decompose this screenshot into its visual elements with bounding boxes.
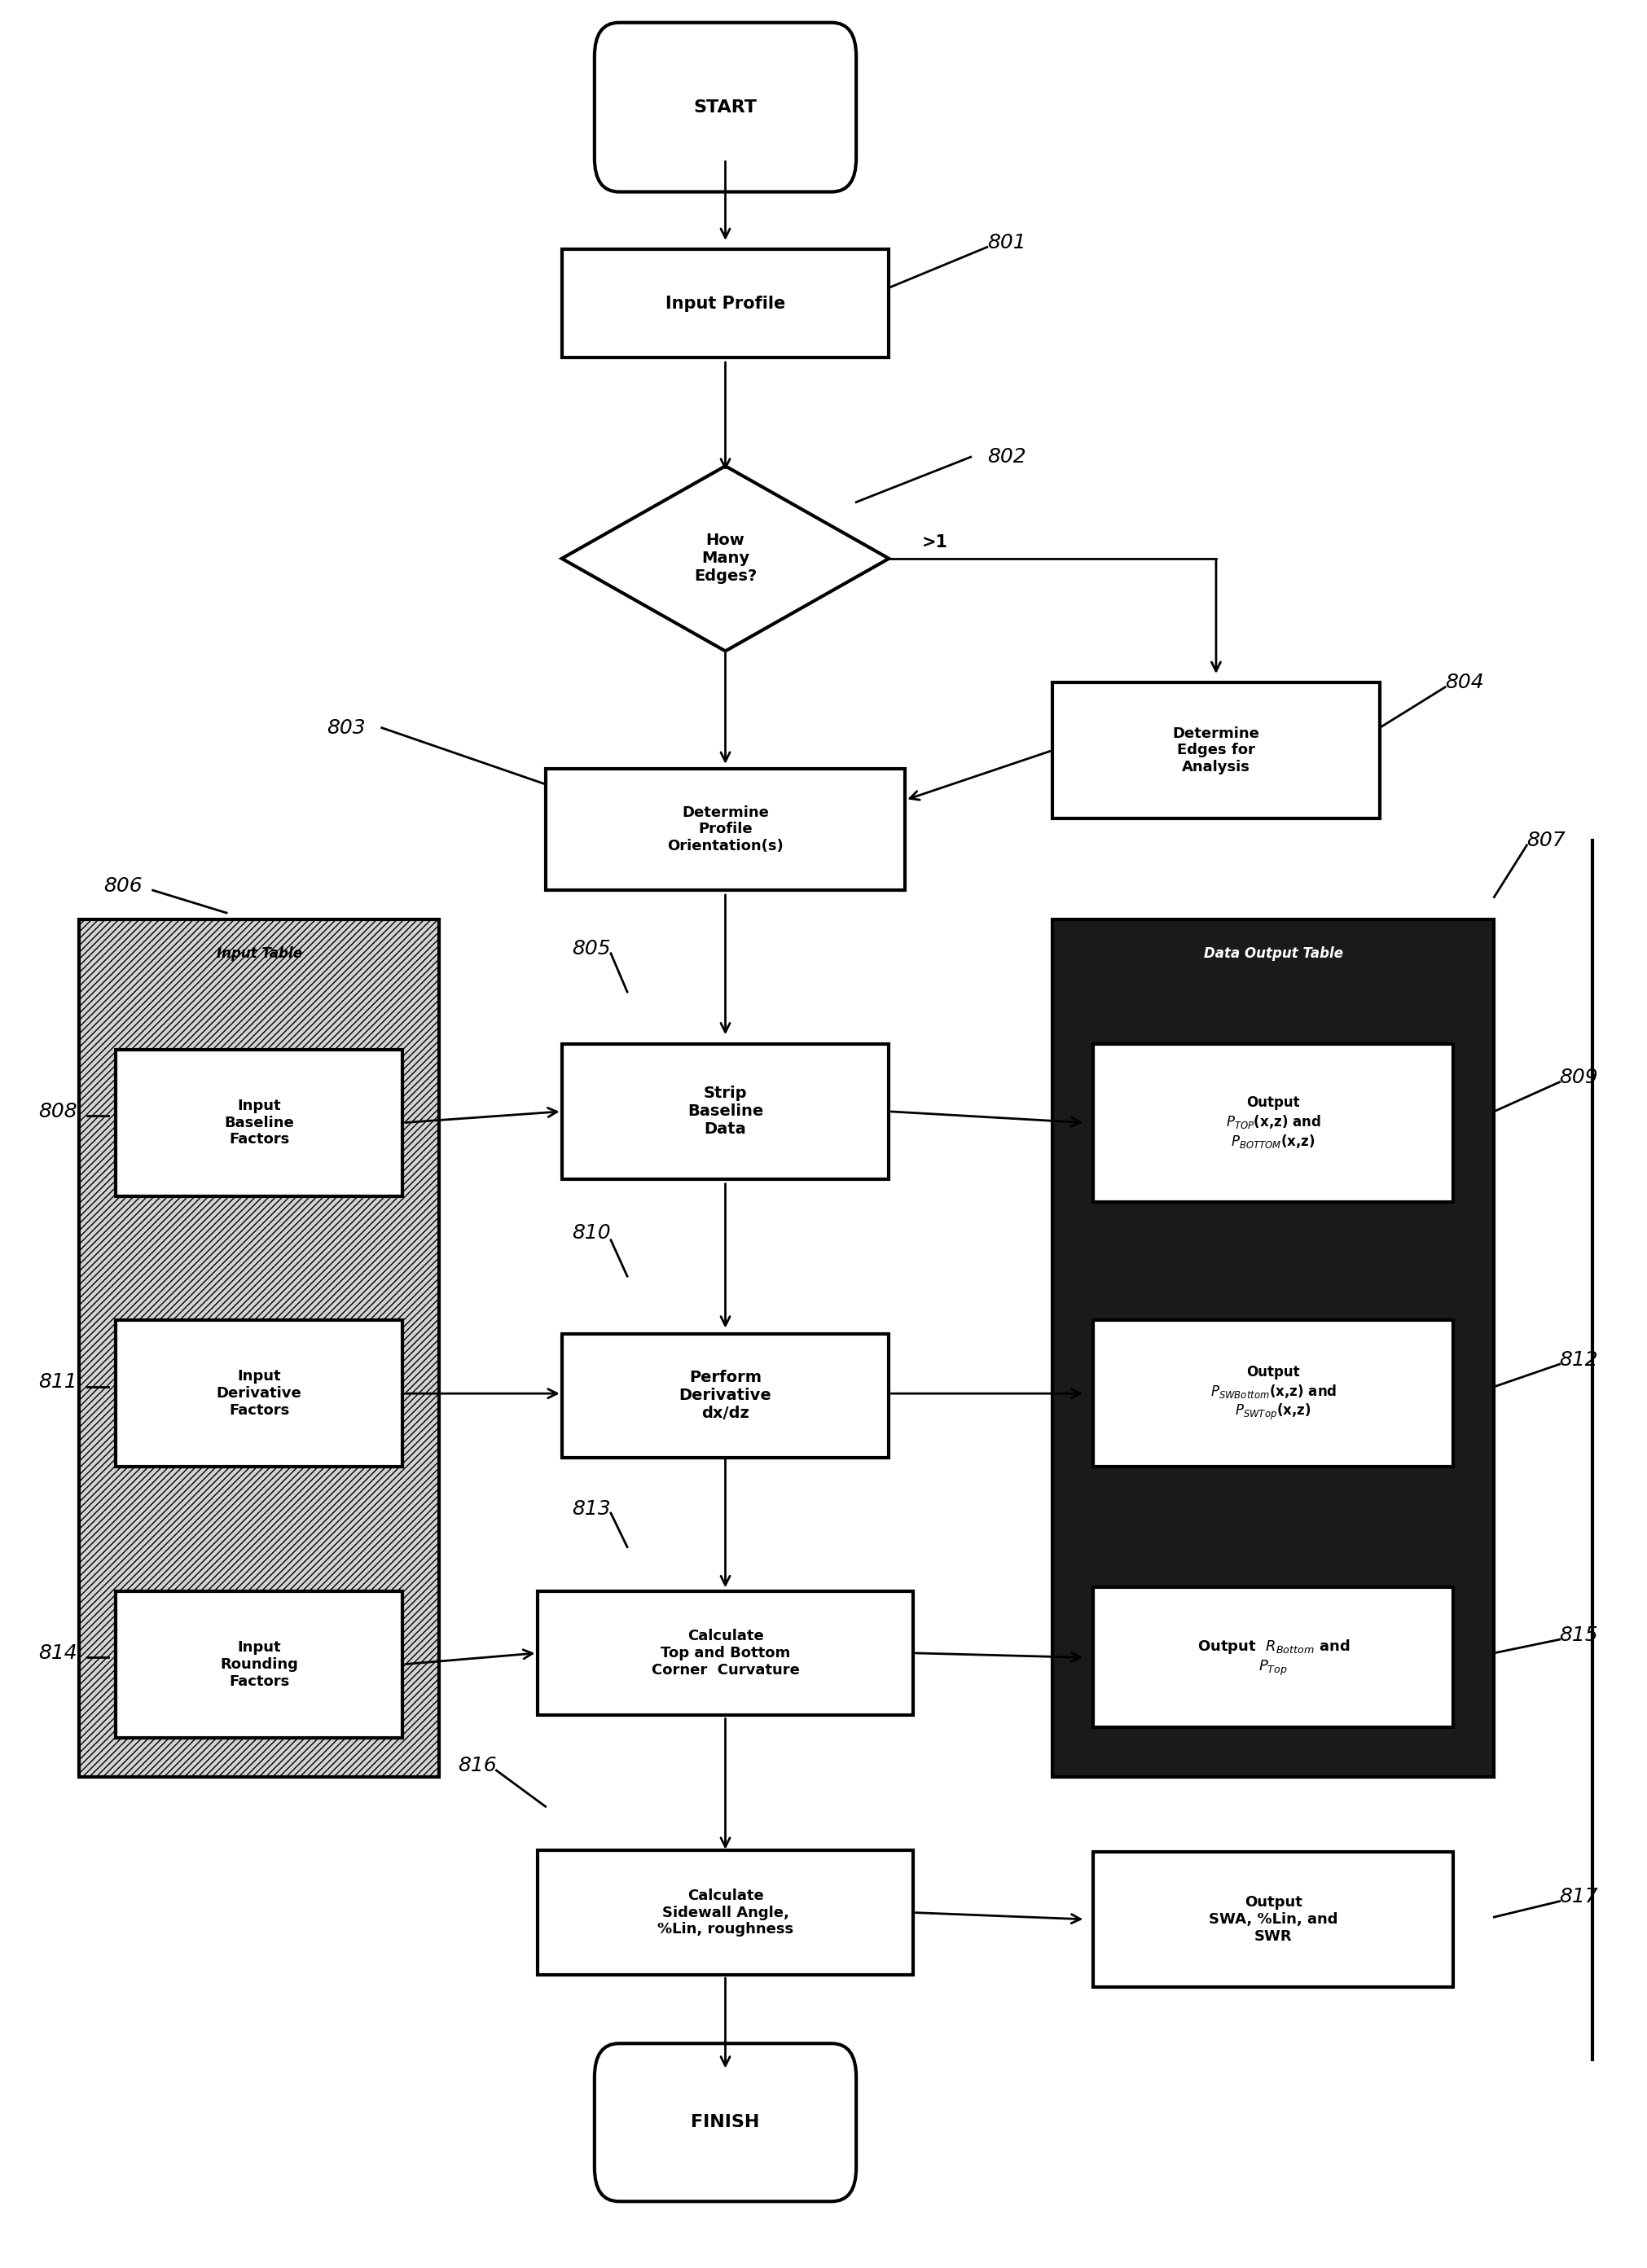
Text: Output  $R_{Bottom}$ and
$P_{Top}$: Output $R_{Bottom}$ and $P_{Top}$: [1197, 1637, 1349, 1678]
FancyBboxPatch shape: [115, 1590, 402, 1737]
FancyBboxPatch shape: [595, 2043, 856, 2202]
FancyBboxPatch shape: [595, 23, 856, 193]
Text: 817: 817: [1560, 1887, 1598, 1907]
Text: Calculate
Top and Bottom
Corner  Curvature: Calculate Top and Bottom Corner Curvatur…: [651, 1628, 799, 1678]
Text: 814: 814: [38, 1644, 77, 1662]
Text: Calculate
Sidewall Angle,
%Lin, roughness: Calculate Sidewall Angle, %Lin, roughnes…: [657, 1889, 794, 1937]
Text: Input
Baseline
Factors: Input Baseline Factors: [224, 1098, 295, 1148]
Text: Determine
Profile
Orientation(s): Determine Profile Orientation(s): [667, 805, 784, 853]
Text: 804: 804: [1444, 674, 1484, 692]
Text: Strip
Baseline
Data: Strip Baseline Data: [687, 1086, 763, 1136]
Text: 810: 810: [572, 1222, 611, 1243]
FancyBboxPatch shape: [1094, 1851, 1453, 1987]
Text: 816: 816: [458, 1755, 496, 1776]
FancyBboxPatch shape: [1094, 1320, 1453, 1467]
FancyBboxPatch shape: [115, 1050, 402, 1195]
Polygon shape: [562, 465, 889, 651]
Text: Input Profile: Input Profile: [665, 295, 786, 311]
FancyBboxPatch shape: [545, 769, 906, 891]
Text: 806: 806: [104, 875, 143, 896]
Text: 808: 808: [38, 1102, 77, 1120]
FancyBboxPatch shape: [1094, 1588, 1453, 1728]
FancyBboxPatch shape: [1094, 1043, 1453, 1202]
Bar: [1052, 919, 1494, 1778]
Text: START: START: [693, 100, 758, 116]
FancyBboxPatch shape: [562, 249, 889, 358]
Text: FINISH: FINISH: [692, 2114, 759, 2130]
FancyBboxPatch shape: [1052, 683, 1380, 819]
Text: 803: 803: [326, 719, 366, 737]
Text: 811: 811: [38, 1372, 77, 1393]
Text: Input
Derivative
Factors: Input Derivative Factors: [216, 1370, 301, 1418]
Text: 812: 812: [1560, 1349, 1598, 1370]
FancyBboxPatch shape: [562, 1334, 889, 1458]
Text: 813: 813: [572, 1499, 611, 1517]
FancyBboxPatch shape: [115, 1320, 402, 1467]
Text: How
Many
Edges?: How Many Edges?: [693, 533, 758, 585]
Text: 807: 807: [1527, 830, 1566, 850]
Text: Data Output Table: Data Output Table: [1204, 946, 1342, 962]
FancyBboxPatch shape: [537, 1851, 914, 1975]
Text: Perform
Derivative
dx/dz: Perform Derivative dx/dz: [679, 1370, 772, 1422]
Text: 805: 805: [572, 939, 611, 959]
FancyBboxPatch shape: [562, 1043, 889, 1179]
Text: Input
Rounding
Factors: Input Rounding Factors: [221, 1640, 298, 1690]
Text: 809: 809: [1560, 1068, 1598, 1086]
Text: Input Table: Input Table: [216, 946, 301, 962]
Text: Output
SWA, %Lin, and
SWR: Output SWA, %Lin, and SWR: [1209, 1896, 1337, 1944]
Text: 815: 815: [1560, 1626, 1598, 1644]
Text: 801: 801: [987, 234, 1026, 252]
Text: 802: 802: [987, 447, 1026, 467]
Bar: [79, 919, 440, 1778]
Text: Determine
Edges for
Analysis: Determine Edges for Analysis: [1173, 726, 1260, 776]
Text: >1: >1: [922, 535, 947, 551]
Text: Output
$P_{SWBottom}$(x,z) and
$P_{SWTop}$(x,z): Output $P_{SWBottom}$(x,z) and $P_{SWTop…: [1211, 1365, 1337, 1422]
Text: Output
$P_{TOP}$(x,z) and
$P_{BOTTOM}$(x,z): Output $P_{TOP}$(x,z) and $P_{BOTTOM}$(x…: [1225, 1095, 1321, 1150]
FancyBboxPatch shape: [537, 1590, 914, 1715]
